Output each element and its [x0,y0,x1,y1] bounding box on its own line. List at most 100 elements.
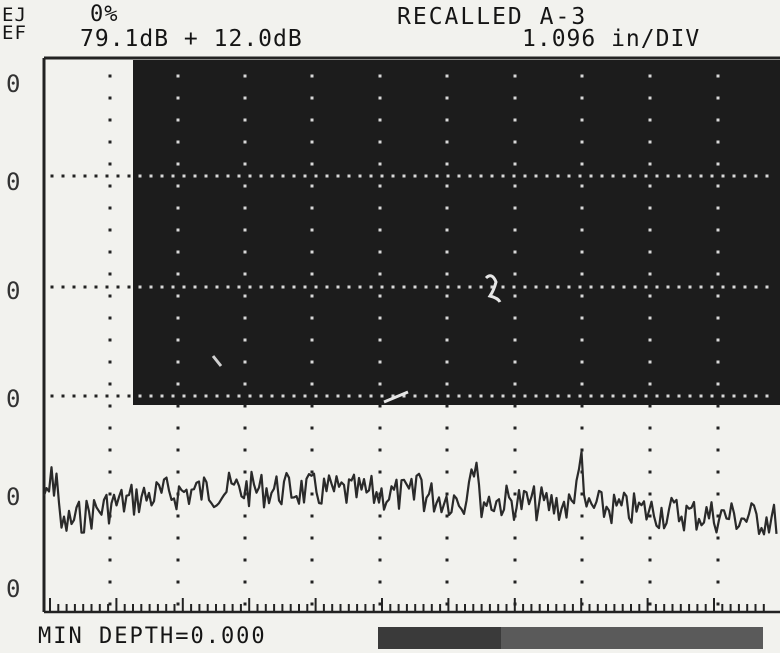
grid-dot [580,118,584,122]
grid-dot [270,174,274,178]
grid-dot [243,250,247,254]
grid-dot [310,404,314,408]
grid-dot [243,536,247,540]
grid-dot [237,174,241,178]
grid-dot [716,338,720,342]
grid-dot [716,470,720,474]
left-scale-value: 0 [6,70,21,98]
grid-dot [176,536,180,540]
grid-dot [310,448,314,452]
grid-dot [580,514,584,518]
grid-dot [513,272,517,276]
grid-dot [380,285,384,289]
grid-dot [648,448,652,452]
grid-dot [567,174,571,178]
grid-dot [243,558,247,562]
grid-dot [445,360,449,364]
grid-dot [378,536,382,540]
grid-dot [303,174,307,178]
grid-dot [171,174,175,178]
grid-dot [445,558,449,562]
grid-dot [314,174,318,178]
grid-dot [754,174,758,178]
grid-dot [589,394,593,398]
grid-dot [72,285,76,289]
grid-dot [402,394,406,398]
grid-dot [445,140,449,144]
grid-dot [556,285,560,289]
grid-dot [336,285,340,289]
grid-dot [108,602,112,606]
grid-dot [716,74,720,78]
grid-dot [83,394,87,398]
grid-dot [303,394,307,398]
grid-dot [716,294,720,298]
grid-dot [310,514,314,518]
grid-dot [622,174,626,178]
grid-dot [391,394,395,398]
grid-dot [648,404,652,408]
grid-dot [732,285,736,289]
grid-dot [108,470,112,474]
grid-dot [182,394,186,398]
grid-dot [611,394,615,398]
header-label-ej: EJ [2,4,27,26]
grid-dot [193,394,197,398]
grid-dot [445,426,449,430]
grid-dot [710,285,714,289]
grid-dot [402,174,406,178]
grid-dot [699,174,703,178]
grid-dot [50,174,54,178]
grid-dot [378,228,382,232]
grid-dot [108,118,112,122]
grid-dot [424,174,428,178]
grid-dot [243,514,247,518]
grid-dot [176,470,180,474]
grid-dot [108,294,112,298]
grid-dot [243,74,247,78]
grid-dot [445,96,449,100]
grid-dot [310,558,314,562]
grid-dot [666,394,670,398]
grid-dot [314,394,318,398]
grid-dot [243,206,247,210]
grid-dot [378,294,382,298]
grid-dot [732,394,736,398]
grid-dot [501,285,505,289]
grid-dot [176,602,180,606]
grid-dot [108,140,112,144]
grid-dot [108,382,112,386]
grid-dot [105,394,109,398]
grid-dot [182,174,186,178]
grid-dot [446,394,450,398]
grid-dot [445,492,449,496]
grid-dot [580,492,584,496]
grid-dot [248,394,252,398]
grid-dot [600,394,604,398]
grid-dot [176,580,180,584]
grid-dot [479,285,483,289]
grid-dot [534,174,538,178]
grid-dot [457,285,461,289]
grid-dot [176,426,180,430]
grid-dot [108,448,112,452]
display-grid [50,74,769,606]
grid-dot [176,316,180,320]
grid-dot [160,174,164,178]
grid-dot [648,382,652,386]
grid-dot [513,382,517,386]
grid-dot [721,285,725,289]
grid-dot [160,394,164,398]
gain-readout: 79.1dB + 12.0dB [80,26,303,52]
grid-dot [513,162,517,166]
grid-dot [648,316,652,320]
grid-dot [413,394,417,398]
grid-dot [243,382,247,386]
grid-dot [716,602,720,606]
grid-dot [243,580,247,584]
grid-dot [622,394,626,398]
grid-dot [648,272,652,276]
grid-dot [108,228,112,232]
grid-dot [721,394,725,398]
grid-dot [666,285,670,289]
